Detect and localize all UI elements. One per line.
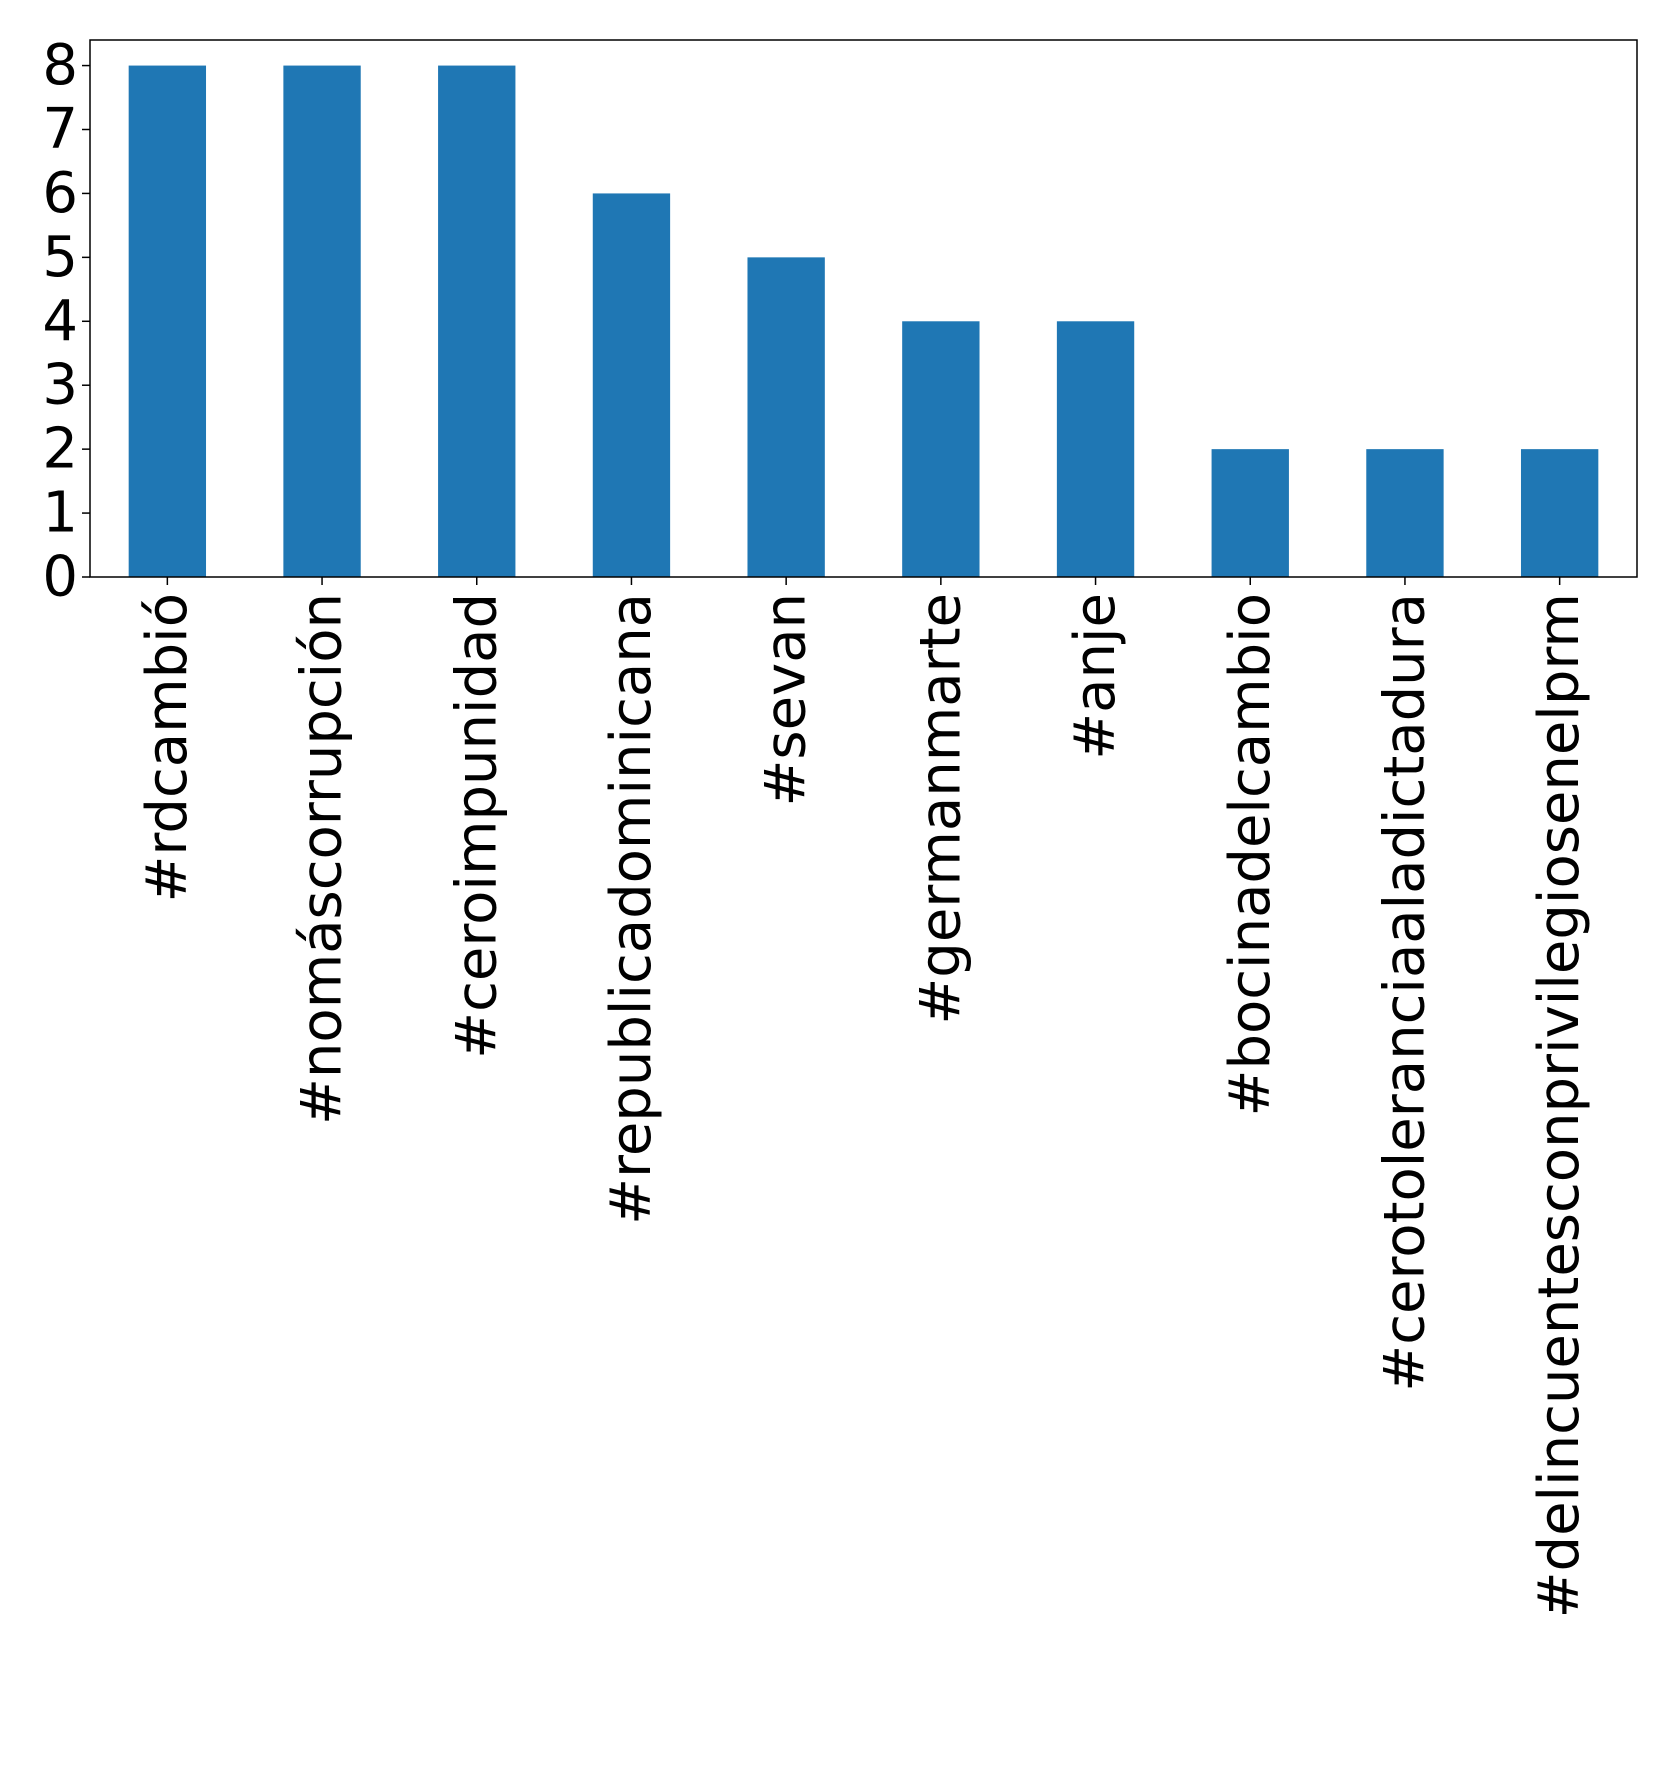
y-tick-label: 3 [42,353,78,418]
x-tick-label: #delincuentesconprivilegiosenelprm [1527,593,1592,1618]
x-tick-label: #anje [1063,593,1128,760]
x-axis: #rdcambió #nomáscorrupción #ceroimpunidad #… [135,577,1592,1618]
y-tick-label: 5 [42,225,78,290]
bar [1366,449,1444,577]
x-tick-label: #cerotoleranciaaladictadura [1372,593,1437,1392]
bar [1056,321,1135,577]
x-tick-label: #nomáscorrupción [290,593,355,1125]
bar [128,65,207,578]
y-tick-label: 4 [42,289,78,354]
bar [283,65,361,578]
plot-area-frame [89,39,1638,578]
bar [747,257,825,577]
bar [1520,449,1599,577]
bar [1211,449,1289,577]
x-tick-label: #bocinadelcambio [1218,593,1283,1116]
x-tick-label: #germanmarte [908,593,973,1025]
x-tick-label: #sevan [754,593,819,807]
y-tick-label: 0 [42,545,78,610]
x-tick-label: #ceroimpunidad [444,593,509,1059]
x-tick-label: #republicadominicana [599,593,664,1225]
x-tick-label: #rdcambió [135,593,200,903]
bar [438,65,516,578]
bars-group [128,65,1599,578]
y-tick-label: 7 [42,97,78,162]
y-tick-label: 1 [42,481,78,546]
y-tick-label: 2 [42,417,78,482]
bar [902,321,980,577]
bar [592,193,671,577]
y-tick-label: 6 [42,161,78,226]
y-tick-label: 8 [42,33,78,98]
